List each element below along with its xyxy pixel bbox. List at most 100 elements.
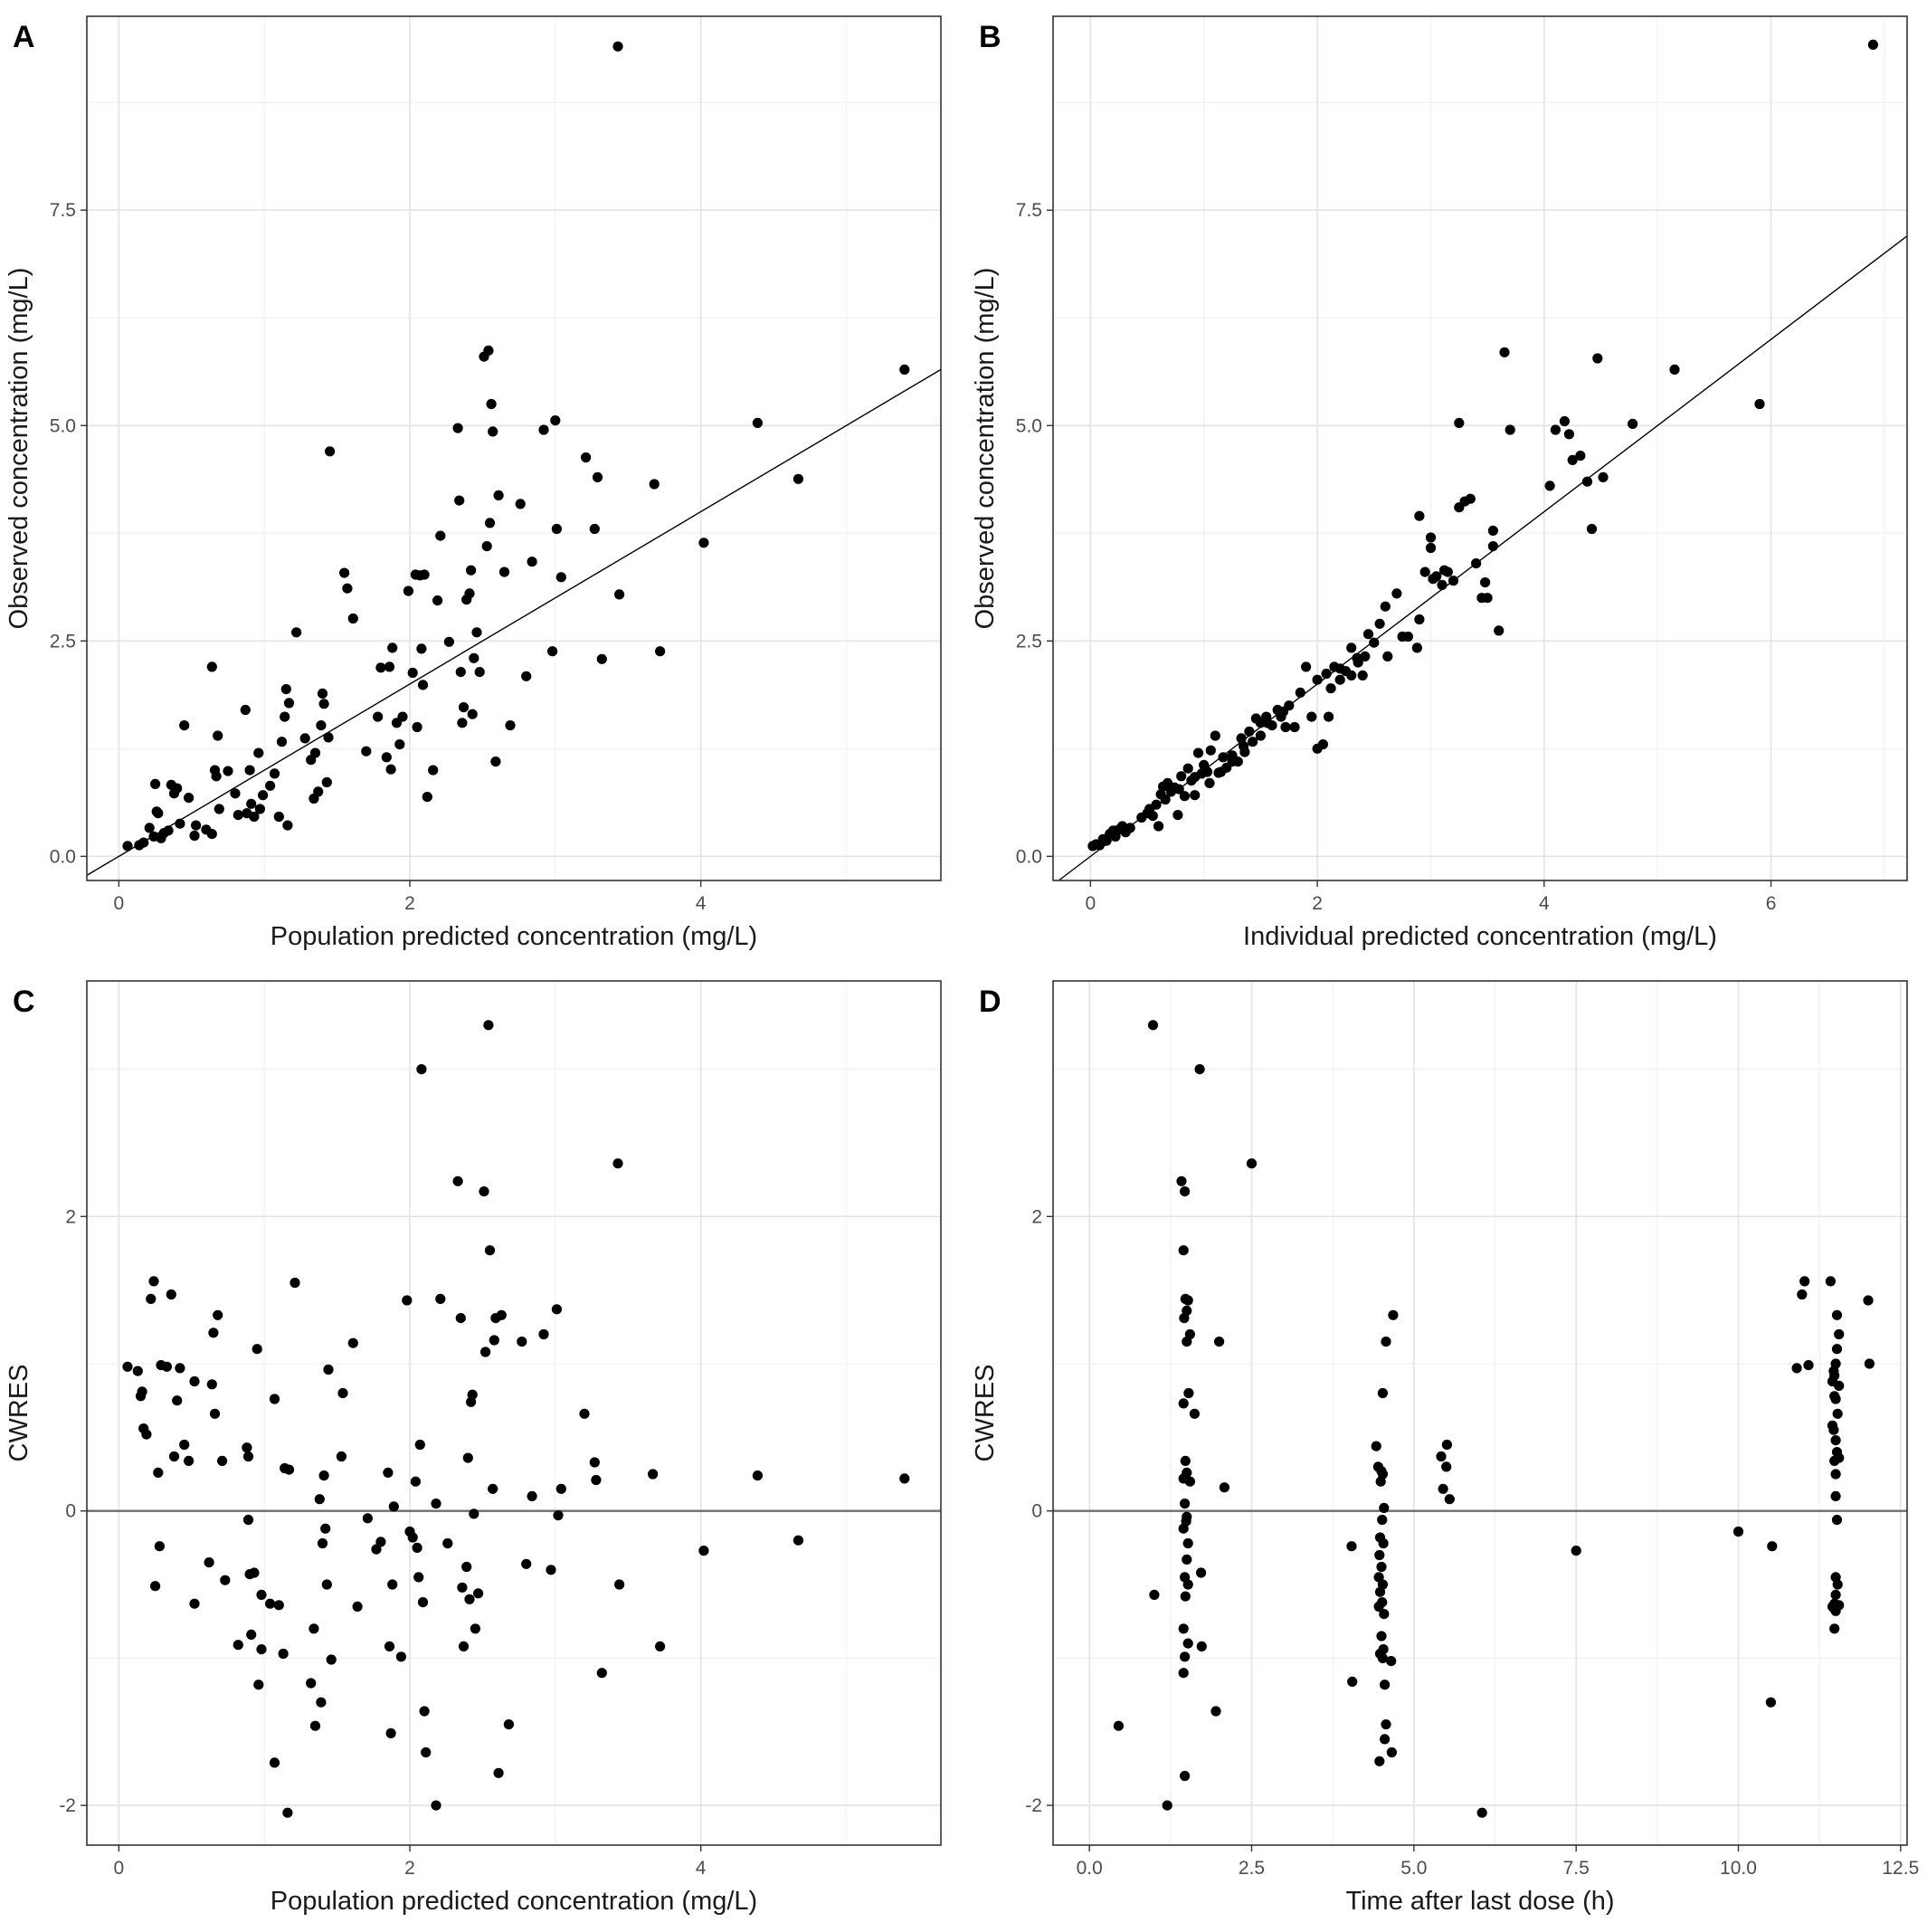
panel-a-data-point xyxy=(455,667,466,678)
panel-d-frame xyxy=(1052,980,1908,1846)
panel-b-x-tick-label: 6 xyxy=(1766,893,1777,914)
panel-c-data-point xyxy=(479,1186,489,1197)
panel-c-data-point xyxy=(320,1523,331,1534)
panel-c-data-point xyxy=(253,1680,264,1690)
panel-b-data-point xyxy=(1334,663,1345,674)
panel-d-y-tick-label: -2 xyxy=(1025,1795,1042,1816)
panel-c-data-point xyxy=(242,1451,254,1462)
panel-d-data-point xyxy=(1767,1541,1778,1552)
panel-c-data-point xyxy=(431,1499,441,1509)
panel-b-data-point xyxy=(1494,625,1505,636)
panel-d-tag: D xyxy=(979,985,1001,1019)
panel-d-data-point xyxy=(1176,1175,1187,1186)
panel-d-x-tick-label: 5.0 xyxy=(1400,1858,1427,1879)
panel-a-data-point xyxy=(515,499,526,509)
panel-d-x-tick-label: 0.0 xyxy=(1077,1858,1103,1879)
panel-c-data-point xyxy=(455,1313,466,1324)
panel-b-x-tick-label: 0 xyxy=(1086,893,1096,914)
panel-a-data-point xyxy=(339,567,350,578)
panel-a-data-point xyxy=(230,788,241,799)
panel-a-x-ticks: 0 2 4 xyxy=(114,880,707,914)
panel-d-x-tick-label: 2.5 xyxy=(1239,1858,1265,1879)
panel-c-data-point xyxy=(591,1474,602,1486)
panel-c-data-point xyxy=(220,1575,231,1585)
panel-c-data-point xyxy=(246,1629,257,1640)
panel-c-data-point xyxy=(175,1363,185,1374)
panel-b-x-tick-label: 2 xyxy=(1312,893,1323,914)
panel-a-data-point xyxy=(498,566,510,577)
panel-c-data-point xyxy=(416,1064,427,1075)
panel-a-data-point xyxy=(282,820,293,831)
panel-d-data-point xyxy=(1834,1600,1845,1611)
panel-d-x-tick-label: 10.0 xyxy=(1720,1858,1757,1879)
panel-d-data-point xyxy=(1436,1451,1447,1462)
panel-d-data-point xyxy=(1799,1276,1810,1287)
panel-a-data-point xyxy=(309,747,321,758)
panel-b-data-point xyxy=(1550,424,1561,435)
panel-a-data-point xyxy=(172,783,183,794)
panel-b-data-point xyxy=(1559,415,1570,427)
panel-b-data-point xyxy=(1321,668,1332,680)
panel-b-data-point xyxy=(1465,493,1476,504)
panel-c-data-point xyxy=(395,1651,406,1662)
panel-b-data-point xyxy=(1428,574,1438,585)
panel-a-data-point xyxy=(316,720,327,731)
panel-b-data-point xyxy=(1544,481,1555,491)
panel-a-data-point xyxy=(191,820,202,831)
panel-c-data-point xyxy=(527,1490,537,1501)
panel-b-data-point xyxy=(1295,687,1305,699)
panel-b-data-point xyxy=(1164,782,1175,793)
panel-d-data-point xyxy=(1825,1276,1836,1287)
panel-c-data-point xyxy=(596,1668,607,1679)
panel-c-x-tick-label: 0 xyxy=(114,1858,125,1879)
panel-c-data-point xyxy=(352,1601,363,1612)
panel-a: 0 2 4 0.0 2.5 5.0 7.5 Population predicted co… xyxy=(5,15,942,951)
panel-d-x-tick-label: 7.5 xyxy=(1563,1858,1590,1879)
panel-d-data-point xyxy=(1374,1586,1386,1597)
panel-a-data-point xyxy=(280,684,291,695)
panel-d-data-point xyxy=(1831,1514,1843,1526)
panel-b-data-point xyxy=(1471,558,1482,569)
panel-d-data-point xyxy=(1381,1719,1391,1730)
panel-d-data-point xyxy=(1732,1526,1744,1537)
panel-a-data-point xyxy=(387,642,398,653)
panel-b-frame xyxy=(1052,15,1908,881)
panel-b-data-point xyxy=(1306,711,1317,722)
panel-c-y-title: CWRES xyxy=(5,1365,33,1462)
panel-c-data-point xyxy=(273,1600,284,1611)
panel-c-data-point xyxy=(419,1706,430,1717)
panel-a-data-point xyxy=(361,746,372,757)
panel-c-data-point xyxy=(375,1537,386,1547)
panel-c-data-point xyxy=(242,1442,252,1453)
panel-a-data-point xyxy=(384,661,395,672)
panel-a-data-point xyxy=(655,646,666,657)
panel-a-data-point xyxy=(550,415,561,426)
panel-a-data-point xyxy=(481,541,492,552)
panel-c-data-point xyxy=(184,1455,195,1466)
panel-b-data-point xyxy=(1190,790,1201,801)
panel-a-data-point xyxy=(471,627,482,638)
panel-d-data-point xyxy=(1178,1523,1189,1534)
panel-b-data-point xyxy=(1147,811,1158,822)
panel-c-data-point xyxy=(122,1361,133,1372)
panel-d-data-point xyxy=(1379,1609,1390,1620)
panel-c-data-point xyxy=(410,1476,421,1487)
panel-c-data-point xyxy=(309,1623,319,1634)
panel-c-data-point xyxy=(655,1641,666,1651)
panel-c-data-point xyxy=(407,1532,418,1543)
panel-c-data-point xyxy=(256,1589,267,1600)
panel-d-data-point xyxy=(1379,1502,1390,1513)
panel-a-data-point xyxy=(397,711,408,722)
panel-b-data-point xyxy=(1482,593,1493,604)
panel-c-points xyxy=(122,1020,910,1818)
panel-a-data-point xyxy=(407,667,418,679)
panel-d-data-point xyxy=(1178,1245,1189,1256)
panel-c-data-point xyxy=(249,1567,260,1578)
panel-d-data-point xyxy=(1829,1623,1840,1634)
panel-d-data-point xyxy=(1827,1420,1838,1431)
panel-a-data-point xyxy=(488,426,498,437)
panel-d-data-point xyxy=(1829,1370,1840,1381)
panel-a-data-point xyxy=(589,523,600,535)
panel-a-data-point xyxy=(793,473,804,484)
panel-a-data-point xyxy=(417,680,429,690)
